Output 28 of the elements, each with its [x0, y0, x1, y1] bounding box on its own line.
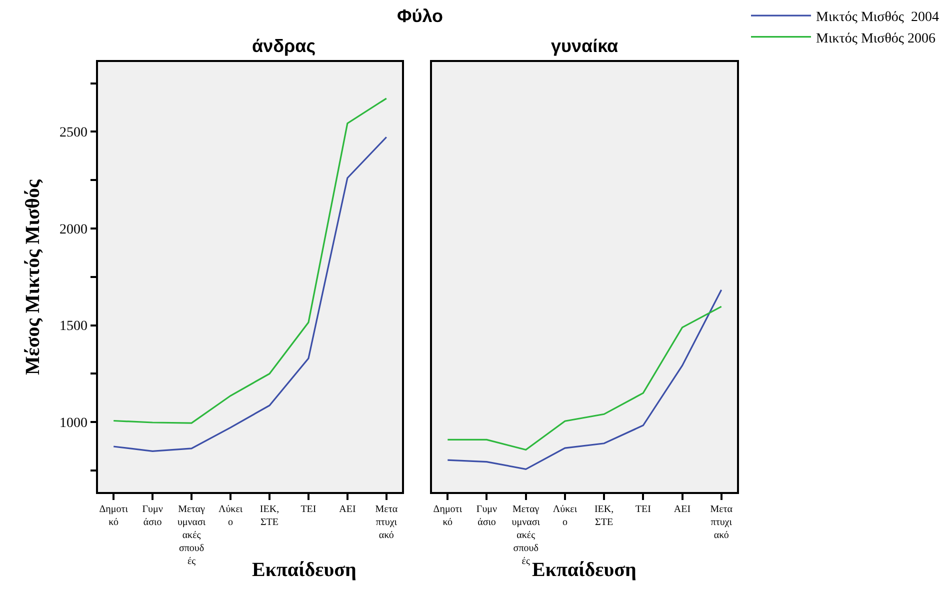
x-tick-label: Δημοτι κό [433, 504, 462, 528]
x-tick-label: Μετα πτυχι ακό [375, 504, 398, 541]
x-tick-label: Λύκει ο [218, 504, 243, 528]
y-tick-label: 2000 [59, 222, 88, 238]
legend-label: Μικτός Μισθός 2004 [816, 10, 939, 26]
x-axis-title: Εκπαίδευση [252, 559, 356, 581]
line-series [112, 136, 388, 452]
chart-title: άνδρας [252, 36, 316, 56]
y-tick-label: 1000 [59, 416, 88, 432]
legend-label: Μικτός Μισθός 2006 [816, 31, 936, 46]
line-series [112, 98, 388, 424]
text: Φύλο [397, 6, 444, 26]
x-tick-label: Μετα πτυχι ακό [710, 504, 734, 541]
x-tick-label: Λύκει ο [552, 504, 578, 528]
chart-title: γυναίκα [551, 36, 618, 56]
x-tick-label: ΑΕΙ [674, 504, 691, 515]
x-tick-label: Δημοτι κό [99, 504, 128, 528]
y-tick-label: 2500 [59, 126, 88, 141]
x-tick-label: ΙΕΚ, ΣΤΕ [594, 504, 614, 528]
x-tick-label: Μεταγ υμνασι ακές σπουδ ές [177, 504, 206, 567]
y-axis-title: Μέσος Μικτός Μισθός [22, 179, 44, 375]
x-tick-label: Γυμν άσιο [142, 504, 164, 528]
y-tick-label: 1500 [59, 319, 88, 334]
x-tick-label: ΑΕΙ [339, 504, 356, 515]
x-tick-label: ΤΕΙ [300, 504, 316, 515]
x-tick-label: ΙΕΚ, ΣΤΕ [260, 504, 280, 528]
x-tick-label: Γυμν άσιο [476, 504, 498, 528]
x-tick-label: ΤΕΙ [635, 504, 651, 515]
